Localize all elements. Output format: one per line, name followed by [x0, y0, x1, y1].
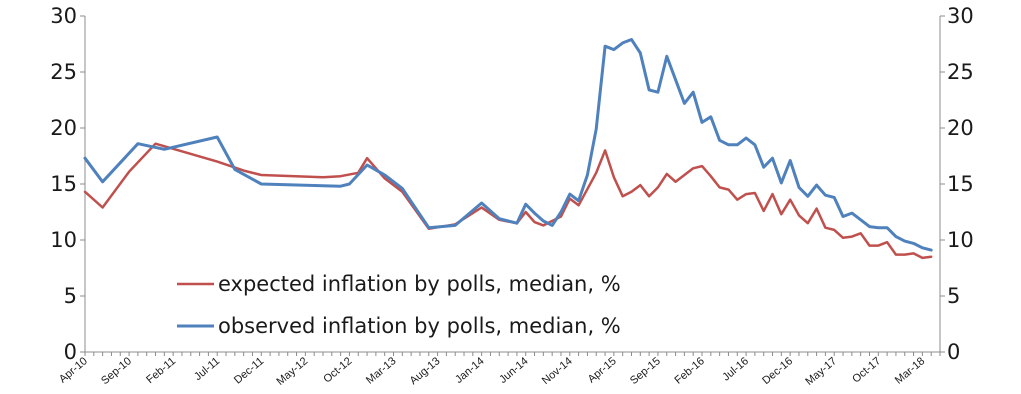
right-y-tick-label: 30 — [947, 4, 974, 28]
legend-observed-label: observed inflation by polls, median, % — [218, 314, 621, 338]
series-lines — [83, 38, 933, 260]
x-axis-tick-marks — [84, 352, 941, 356]
left-y-tick-label: 0 — [64, 340, 77, 364]
left-y-tick-label: 15 — [50, 172, 77, 196]
x-tick-label: May-12 — [274, 355, 310, 388]
x-tick-label: Nov-14 — [540, 355, 575, 387]
x-tick-label: Sep-10 — [99, 355, 134, 387]
right-y-tick-label: 10 — [947, 228, 974, 252]
x-tick-label: Feb-11 — [144, 355, 178, 386]
x-tick-label: Dec-16 — [760, 355, 795, 387]
right-y-tick-label: 15 — [947, 172, 974, 196]
observed-inflation-line — [83, 38, 933, 252]
x-tick-label: Sep-15 — [628, 355, 663, 387]
x-tick-label: Mar-13 — [364, 355, 398, 387]
x-tick-label: Apr-15 — [586, 355, 619, 385]
x-tick-label: Jul-16 — [720, 355, 751, 383]
legend: expected inflation by polls, median, % ob… — [177, 272, 621, 338]
right-y-tick-label: 20 — [947, 116, 974, 140]
chart-axes — [84, 16, 941, 353]
expected-inflation-line — [83, 142, 933, 260]
x-tick-label: Jun-14 — [497, 355, 530, 386]
x-tick-label: Mar-18 — [893, 355, 927, 387]
y-axis-tick-marks — [80, 15, 945, 353]
left-y-tick-label: 10 — [50, 228, 77, 252]
right-y-tick-label: 25 — [947, 60, 974, 84]
left-y-axis-tick-labels: 0 5 10 15 20 25 30 — [50, 4, 77, 364]
right-y-axis-tick-labels: 0 5 10 15 20 25 30 — [947, 4, 974, 364]
x-tick-label: Oct-17 — [850, 355, 883, 385]
x-tick-label: May-17 — [803, 355, 839, 388]
legend-expected-label: expected inflation by polls, median, % — [218, 272, 621, 296]
left-y-tick-label: 30 — [50, 4, 77, 28]
left-y-tick-label: 5 — [64, 284, 77, 308]
x-tick-label: Dec-11 — [232, 355, 266, 386]
x-axis-tick-labels: Apr-10 Sep-10 Feb-11 Jul-11 Dec-11 May-12 Oct-… — [57, 355, 927, 388]
right-y-tick-label: 5 — [947, 284, 960, 308]
left-y-tick-label: 25 — [50, 60, 77, 84]
right-y-tick-label: 0 — [947, 340, 960, 364]
x-tick-label: Oct-12 — [321, 355, 354, 385]
left-y-tick-label: 20 — [50, 116, 77, 140]
x-tick-label: Aug-13 — [408, 355, 443, 387]
x-tick-label: Feb-16 — [673, 355, 707, 387]
x-tick-label: Jan-14 — [453, 355, 486, 386]
x-tick-label: Jul-11 — [192, 355, 222, 383]
